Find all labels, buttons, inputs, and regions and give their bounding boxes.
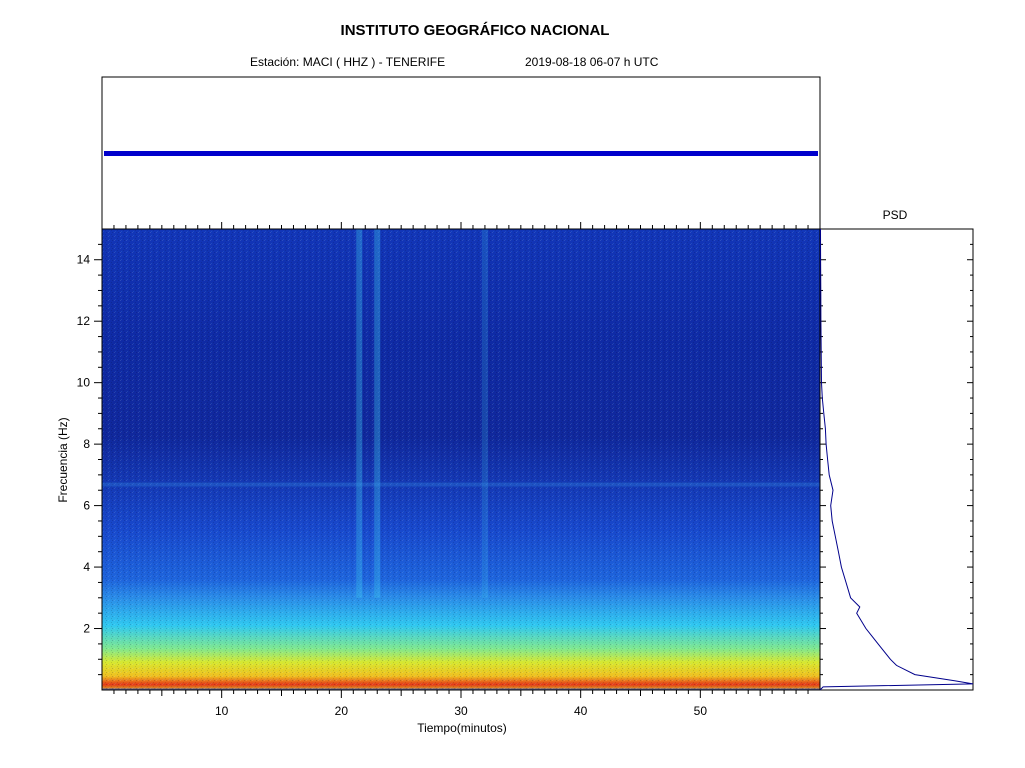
psd-title: PSD bbox=[883, 208, 908, 222]
y-tick-label: 14 bbox=[77, 253, 91, 267]
y-tick-label: 6 bbox=[83, 499, 90, 513]
x-tick-label: 30 bbox=[454, 704, 468, 718]
datetime-label: 2019-08-18 06-07 h UTC bbox=[525, 55, 659, 69]
y-tick-label: 8 bbox=[83, 437, 90, 451]
psd-curve bbox=[819, 228, 974, 691]
x-tick-label: 20 bbox=[335, 704, 349, 718]
y-tick-label: 12 bbox=[77, 314, 91, 328]
x-axis-label: Tiempo(minutos) bbox=[417, 721, 507, 735]
x-axis: 10 20 30 40 50 bbox=[113, 690, 809, 718]
spectrogram-texture bbox=[102, 229, 820, 690]
psd-frame bbox=[819, 228, 974, 691]
psd-panel: PSD bbox=[819, 208, 974, 691]
spectrogram-streaks bbox=[102, 229, 820, 598]
seismogram-panel bbox=[101, 76, 821, 230]
spectrogram-panel: 10 20 30 40 50 2 4 6 8 10 12 14 Tiempo(minutos) Fr… bbox=[56, 228, 821, 735]
station-label: Estación: MACI ( HHZ ) - TENERIFE bbox=[250, 55, 446, 69]
x-tick-label: 40 bbox=[574, 704, 588, 718]
y-axis: 2 4 6 8 10 12 14 bbox=[77, 243, 102, 676]
spectrogram-streak bbox=[481, 229, 488, 598]
spectrogram-band bbox=[102, 482, 820, 487]
psd-ticks bbox=[820, 243, 973, 676]
spectrogram-streak bbox=[356, 229, 363, 598]
seismogram-trace bbox=[104, 151, 818, 156]
y-axis-label: Frecuencia (Hz) bbox=[56, 417, 70, 502]
chart-title: INSTITUTO GEOGRÁFICO NACIONAL bbox=[340, 22, 610, 39]
y-tick-label: 2 bbox=[83, 622, 90, 636]
x-tick-label: 10 bbox=[215, 704, 229, 718]
spectrogram-streak bbox=[374, 229, 381, 598]
y-tick-label: 4 bbox=[83, 560, 90, 574]
y-tick-label: 10 bbox=[77, 376, 91, 390]
seismogram-ticks bbox=[113, 222, 809, 229]
x-tick-label: 50 bbox=[694, 704, 708, 718]
